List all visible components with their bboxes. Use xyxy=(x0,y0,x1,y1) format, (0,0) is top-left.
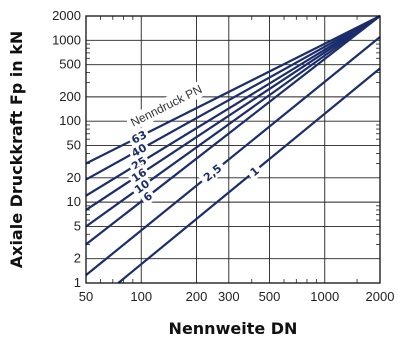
y-tick-label: 10 xyxy=(67,194,81,209)
y-tick-label: 5 xyxy=(74,218,81,233)
x-tick-label: 2000 xyxy=(366,289,395,304)
series-line-pn-2-5 xyxy=(85,36,381,277)
x-tick-label: 100 xyxy=(130,289,152,304)
y-tick-label: 20 xyxy=(67,170,81,185)
curve-label-background xyxy=(126,163,152,187)
y-axis-title: Axiale Druckkraft Fp in kN xyxy=(7,31,26,269)
curve-label-background xyxy=(129,174,155,198)
x-tick-label: 50 xyxy=(79,289,93,304)
y-tick-label: 2000 xyxy=(52,8,81,23)
curve-label-background xyxy=(244,161,264,181)
x-axis-title: Nennweite DN xyxy=(169,319,298,338)
y-tick-label: 1000 xyxy=(52,32,81,47)
y-tick-label: 200 xyxy=(59,89,81,104)
y-tick-label: 100 xyxy=(59,113,81,128)
y-tick-label: 50 xyxy=(67,138,81,153)
series-line-pn-6 xyxy=(85,15,381,246)
x-tick-label: 500 xyxy=(259,289,281,304)
curve-label-background xyxy=(126,126,151,148)
y-tick-label: 1 xyxy=(74,275,81,290)
curve-label-background xyxy=(126,139,152,162)
curve-label-group: 6 xyxy=(138,186,158,206)
plot-frame xyxy=(85,15,381,284)
curve-label-background xyxy=(197,158,228,187)
series-line-pn-1 xyxy=(117,67,381,284)
x-tick-label: 200 xyxy=(186,289,208,304)
x-axis-ticks: 50 100 200 300 500 1000 2000 xyxy=(79,289,395,304)
curve-label-background xyxy=(126,152,152,175)
x-tick-label: 1000 xyxy=(310,289,339,304)
y-tick-label: 2 xyxy=(74,251,81,266)
y-axis-ticks: 1 2 5 10 20 50 100 200 500 1000 2000 xyxy=(52,8,81,290)
curve-label-background xyxy=(138,186,158,206)
annotation-background xyxy=(125,79,208,132)
y-tick-label: 500 xyxy=(59,57,81,72)
curve-label-group: 1 xyxy=(244,161,264,181)
x-tick-label: 300 xyxy=(218,289,240,304)
